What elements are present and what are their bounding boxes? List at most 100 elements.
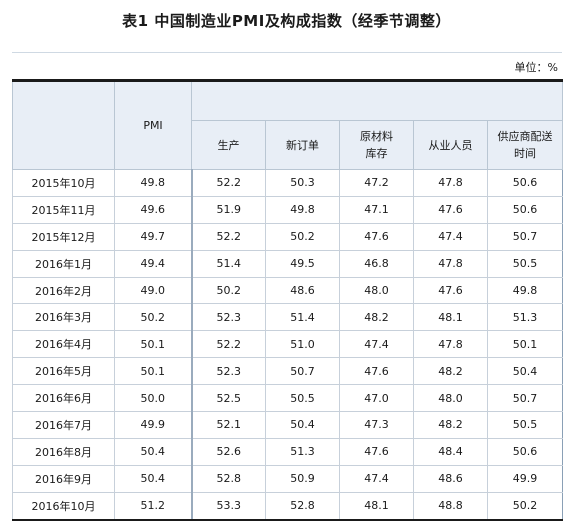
supplier-delivery-time-cell: 50.7 xyxy=(486,384,564,413)
month-cell: 2016年9月 xyxy=(12,464,115,493)
supplier-delivery-time-cell: 50.6 xyxy=(486,437,564,466)
month-cell: 2016年2月 xyxy=(12,276,115,305)
pmi-cell: 50.1 xyxy=(114,330,192,359)
pmi-cell: 49.6 xyxy=(114,195,192,224)
month-cell: 2016年4月 xyxy=(12,330,115,359)
production-cell: 52.3 xyxy=(190,303,266,332)
new-orders-cell: 51.3 xyxy=(265,437,340,466)
supplier-delivery-time-cell: 50.7 xyxy=(486,222,564,251)
supplier-delivery-time-cell: 50.6 xyxy=(486,195,564,224)
raw-material-inventory-cell: 47.4 xyxy=(339,330,414,359)
raw-material-inventory-cell: 47.6 xyxy=(339,437,414,466)
month-cell: 2016年8月 xyxy=(12,437,115,466)
month-cell: 2015年10月 xyxy=(12,169,115,197)
production-cell: 53.3 xyxy=(190,491,266,521)
month-cell: 2016年6月 xyxy=(12,384,115,413)
table-row: 2016年8月 50.4 52.6 51.3 47.6 48.4 50.6 xyxy=(12,437,564,466)
supplier-delivery-time-cell: 49.8 xyxy=(486,276,564,305)
production-cell: 52.1 xyxy=(190,411,266,439)
production-cell: 52.3 xyxy=(190,357,266,386)
new-orders-cell: 50.7 xyxy=(265,357,340,386)
raw-material-inventory-cell: 48.2 xyxy=(339,303,414,332)
pmi-cell: 50.2 xyxy=(114,303,192,332)
header-raw-material-inventory: 原材料 库存 xyxy=(339,120,414,170)
table-row: 2015年12月 49.7 52.2 50.2 47.6 47.4 50.7 xyxy=(12,222,564,251)
table-row: 2016年2月 49.0 50.2 48.6 48.0 47.6 49.8 xyxy=(12,276,564,305)
new-orders-cell: 51.4 xyxy=(265,303,340,332)
production-cell: 52.5 xyxy=(190,384,266,413)
table-row: 2016年1月 49.4 51.4 49.5 46.8 47.8 50.5 xyxy=(12,249,564,278)
pmi-cell: 49.7 xyxy=(114,222,192,251)
pmi-cell: 50.4 xyxy=(114,464,192,493)
production-cell: 51.4 xyxy=(190,249,266,278)
new-orders-cell: 50.3 xyxy=(265,169,340,197)
month-cell: 2015年12月 xyxy=(12,222,115,251)
raw-material-inventory-cell: 47.6 xyxy=(339,357,414,386)
employment-cell: 48.1 xyxy=(413,303,488,332)
month-cell: 2015年11月 xyxy=(12,195,115,224)
production-cell: 50.2 xyxy=(190,276,266,305)
supplier-delivery-time-cell: 51.3 xyxy=(486,303,564,332)
new-orders-cell: 50.5 xyxy=(265,384,340,413)
production-cell: 52.6 xyxy=(190,437,266,466)
table-body: 2015年10月 49.8 52.2 50.3 47.2 47.8 50.6 2015年11月… xyxy=(12,169,564,521)
raw-material-inventory-cell: 47.0 xyxy=(339,384,414,413)
supplier-delivery-time-cell: 50.4 xyxy=(486,357,564,386)
pmi-cell: 50.1 xyxy=(114,357,192,386)
table-row: 2016年7月 49.9 52.1 50.4 47.3 48.2 50.5 xyxy=(12,411,564,439)
new-orders-cell: 48.6 xyxy=(265,276,340,305)
header-supplier-delivery-time: 供应商配送 时间 xyxy=(486,120,564,170)
production-cell: 52.2 xyxy=(190,169,266,197)
table-row: 2015年10月 49.8 52.2 50.3 47.2 47.8 50.6 xyxy=(12,169,564,197)
new-orders-cell: 49.8 xyxy=(265,195,340,224)
header-new-orders: 新订单 xyxy=(265,120,340,170)
month-cell: 2016年3月 xyxy=(12,303,115,332)
production-cell: 51.9 xyxy=(190,195,266,224)
table-row: 2016年4月 50.1 52.2 51.0 47.4 47.8 50.1 xyxy=(12,330,564,359)
raw-material-inventory-cell: 47.2 xyxy=(339,169,414,197)
month-cell: 2016年7月 xyxy=(12,411,115,439)
raw-material-inventory-cell: 47.1 xyxy=(339,195,414,224)
employment-cell: 47.6 xyxy=(413,276,488,305)
header-month xyxy=(12,79,115,170)
employment-cell: 47.8 xyxy=(413,249,488,278)
pmi-cell: 49.0 xyxy=(114,276,192,305)
pmi-cell: 49.9 xyxy=(114,411,192,439)
table-row: 2015年11月 49.6 51.9 49.8 47.1 47.6 50.6 xyxy=(12,195,564,224)
new-orders-cell: 49.5 xyxy=(265,249,340,278)
new-orders-cell: 50.9 xyxy=(265,464,340,493)
employment-cell: 47.6 xyxy=(413,195,488,224)
table-row: 2016年10月 51.2 53.3 52.8 48.1 48.8 50.2 xyxy=(12,491,564,521)
header-group xyxy=(190,79,564,121)
employment-cell: 47.8 xyxy=(413,330,488,359)
raw-material-inventory-cell: 48.0 xyxy=(339,276,414,305)
month-cell: 2016年1月 xyxy=(12,249,115,278)
table-header: PMI 生产 新订单 原材料 库存 从业人员 供应商配送 时间 xyxy=(12,79,564,170)
pmi-cell: 49.8 xyxy=(114,169,192,197)
unit-label: 单位：% xyxy=(514,61,558,74)
table-title: 表1 中国制造业PMI及构成指数（经季节调整） xyxy=(122,12,451,30)
supplier-delivery-time-cell: 50.2 xyxy=(486,491,564,521)
employment-cell: 48.0 xyxy=(413,384,488,413)
employment-cell: 48.4 xyxy=(413,437,488,466)
table-row: 2016年3月 50.2 52.3 51.4 48.2 48.1 51.3 xyxy=(12,303,564,332)
raw-material-inventory-cell: 47.3 xyxy=(339,411,414,439)
pmi-table: PMI 生产 新订单 原材料 库存 从业人员 供应商配送 时间 2015年10月 49… xyxy=(12,79,564,521)
employment-cell: 48.2 xyxy=(413,411,488,439)
new-orders-cell: 50.2 xyxy=(265,222,340,251)
production-cell: 52.8 xyxy=(190,464,266,493)
employment-cell: 48.6 xyxy=(413,464,488,493)
month-cell: 2016年5月 xyxy=(12,357,115,386)
raw-material-inventory-cell: 46.8 xyxy=(339,249,414,278)
unit-bar: 单位：% xyxy=(12,52,562,76)
production-cell: 52.2 xyxy=(190,222,266,251)
supplier-delivery-time-cell: 50.1 xyxy=(486,330,564,359)
raw-material-inventory-cell: 48.1 xyxy=(339,491,414,521)
production-cell: 52.2 xyxy=(190,330,266,359)
pmi-cell: 50.4 xyxy=(114,437,192,466)
header-production: 生产 xyxy=(191,120,266,170)
employment-cell: 47.8 xyxy=(413,169,488,197)
employment-cell: 48.2 xyxy=(413,357,488,386)
pmi-cell: 50.0 xyxy=(114,384,192,413)
raw-material-inventory-cell: 47.4 xyxy=(339,464,414,493)
